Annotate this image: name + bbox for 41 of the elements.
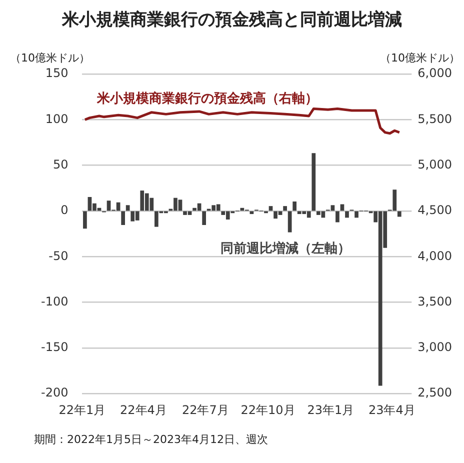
- y-tick-label: -50: [48, 248, 68, 263]
- y2-tick-label: 3,500: [418, 294, 452, 308]
- x-tick-label: 22年7月: [182, 402, 229, 417]
- bar: [397, 211, 402, 217]
- bar: [283, 206, 287, 211]
- x-tick-label: 22年10月: [240, 402, 296, 417]
- y-tick-label: 100: [45, 112, 68, 126]
- y2-tick-label: 5,000: [418, 157, 452, 172]
- chart-title: 米小規模商業銀行の預金残高と同前週比増減: [60, 9, 403, 32]
- bar: [336, 211, 340, 222]
- y2-tick-label: 5,500: [418, 112, 452, 126]
- y-tick-label: -100: [41, 294, 68, 308]
- x-tick-label: 22年4月: [120, 402, 167, 417]
- x-tick-label: 23年4月: [368, 402, 416, 417]
- bar: [288, 211, 292, 232]
- y2-tick-label: 3,000: [418, 340, 452, 354]
- y-tick-label: 150: [45, 66, 68, 80]
- text: 期間：2022年1月5日～2023年4月12日、週次: [34, 432, 269, 447]
- bar: [126, 205, 130, 211]
- y2-axis-title: （10億米ドル）: [380, 51, 460, 64]
- x-tick-label: 23年1月: [307, 402, 354, 417]
- y-axis-title: （10億米ドル）: [10, 51, 90, 64]
- y-tick-label: -200: [41, 386, 68, 400]
- bar: [202, 211, 206, 225]
- y-tick-label: 50: [52, 157, 68, 172]
- y-tick-label: -150: [41, 340, 68, 354]
- y2-tick-label: 4,500: [418, 203, 452, 218]
- series-label: 同前週比増減（左軸）: [220, 240, 351, 256]
- x-tick-label: 22年1月: [58, 402, 106, 417]
- bar: [121, 211, 125, 225]
- bar: [345, 211, 349, 218]
- y-tick-label: 0: [60, 203, 68, 218]
- y2-tick-label: 4,000: [418, 248, 452, 263]
- bar: [312, 153, 316, 211]
- series-label: 米小規模商業銀行の預金残高（右軸）: [96, 90, 318, 107]
- y2-tick-label: 2,500: [418, 386, 452, 400]
- bar: [292, 202, 297, 211]
- bar: [250, 211, 254, 214]
- bar: [340, 204, 344, 211]
- bar: [83, 211, 87, 229]
- y2-tick-label: 6,000: [418, 66, 452, 80]
